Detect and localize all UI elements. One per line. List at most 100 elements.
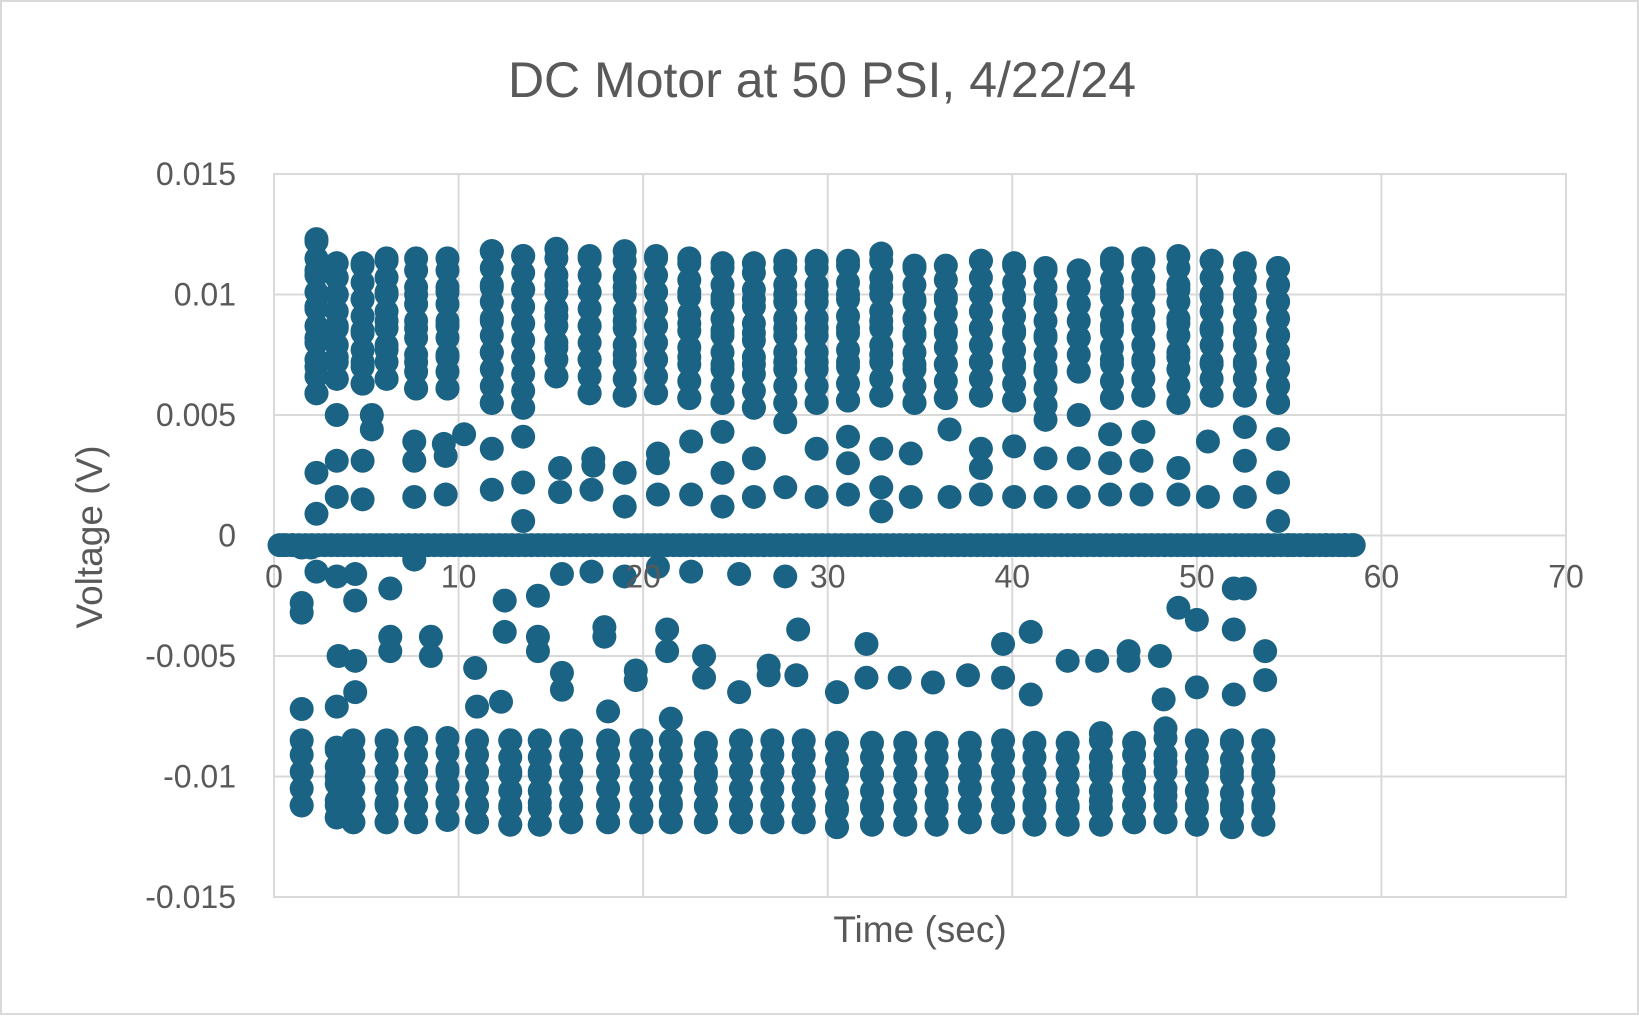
data-point (991, 742, 1016, 767)
data-point (773, 255, 798, 280)
data-point (544, 280, 569, 305)
data-point (1166, 306, 1191, 331)
data-point (511, 260, 536, 285)
data-point (854, 665, 879, 690)
data-point (404, 275, 429, 300)
data-point (902, 272, 927, 297)
data-point (1066, 342, 1091, 367)
data-point (893, 745, 918, 770)
data-point (1033, 393, 1058, 418)
data-point (902, 340, 927, 365)
data-point (579, 559, 604, 584)
data-point (577, 313, 602, 338)
data-point (869, 366, 894, 391)
data-point (350, 304, 375, 329)
data-point (1232, 366, 1257, 391)
data-point (577, 246, 602, 271)
data-point (902, 289, 927, 314)
data-point (1232, 316, 1257, 341)
data-point (1151, 687, 1176, 712)
data-point (1184, 812, 1209, 837)
data-point (957, 793, 982, 818)
data-point (804, 340, 829, 365)
data-point (933, 301, 958, 326)
data-point (511, 424, 536, 449)
data-point (727, 562, 752, 587)
data-point (404, 376, 429, 401)
data-point (1066, 484, 1091, 509)
data-point (1131, 282, 1156, 307)
data-point (612, 494, 637, 519)
data-point (324, 265, 349, 290)
data-point (710, 357, 735, 382)
data-point (756, 663, 781, 688)
data-point (773, 564, 798, 589)
data-point (1002, 337, 1027, 362)
y-tick-label: 0 (218, 518, 236, 554)
data-point (1232, 333, 1257, 358)
data-point (968, 383, 993, 408)
data-point (418, 624, 443, 649)
data-point (1002, 354, 1027, 379)
data-point (773, 390, 798, 415)
data-point (957, 742, 982, 767)
data-point (824, 764, 849, 789)
data-point (1002, 253, 1027, 278)
data-point (463, 656, 488, 681)
data-point (498, 728, 523, 753)
data-point (465, 694, 490, 719)
data-point (404, 759, 429, 784)
data-point (527, 762, 552, 787)
data-point (644, 296, 669, 321)
data-point (902, 374, 927, 399)
data-point (350, 253, 375, 278)
data-point (324, 564, 349, 589)
data-point (902, 323, 927, 348)
data-point (1166, 482, 1191, 507)
data-point (1066, 359, 1091, 384)
data-point (991, 810, 1016, 835)
data-point (435, 325, 460, 350)
x-tick-label: 50 (1179, 559, 1215, 595)
data-point (869, 282, 894, 307)
data-point (479, 436, 504, 461)
data-point (791, 759, 816, 784)
chart-title: DC Motor at 50 PSI, 4/22/24 (508, 52, 1136, 108)
data-point (1251, 778, 1276, 803)
data-point (677, 352, 702, 377)
data-point (791, 776, 816, 801)
data-point (1002, 270, 1027, 295)
data-point (1022, 745, 1047, 770)
data-point (1131, 349, 1156, 374)
data-point (298, 535, 323, 560)
data-point (1055, 795, 1080, 820)
data-point (1184, 745, 1209, 770)
y-tick-label: -0.015 (145, 879, 236, 915)
data-point (1166, 340, 1191, 365)
y-tick-label: -0.01 (163, 759, 236, 795)
data-point (1266, 374, 1291, 399)
data-point (804, 374, 829, 399)
data-point (479, 255, 504, 280)
data-point (544, 296, 569, 321)
data-point (612, 383, 637, 408)
data-point (1266, 427, 1291, 452)
data-point (404, 258, 429, 283)
data-point (452, 422, 477, 447)
data-point (1219, 781, 1244, 806)
data-point (350, 371, 375, 396)
data-point (710, 272, 735, 297)
data-point (1166, 390, 1191, 415)
data-point (933, 268, 958, 293)
data-point (577, 347, 602, 372)
data-point (402, 429, 427, 454)
data-point (435, 740, 460, 765)
data-point (612, 265, 637, 290)
data-point (511, 311, 536, 336)
data-point (677, 369, 702, 394)
data-point (836, 371, 861, 396)
data-point (1199, 383, 1224, 408)
data-point (1166, 255, 1191, 280)
data-point (804, 436, 829, 461)
